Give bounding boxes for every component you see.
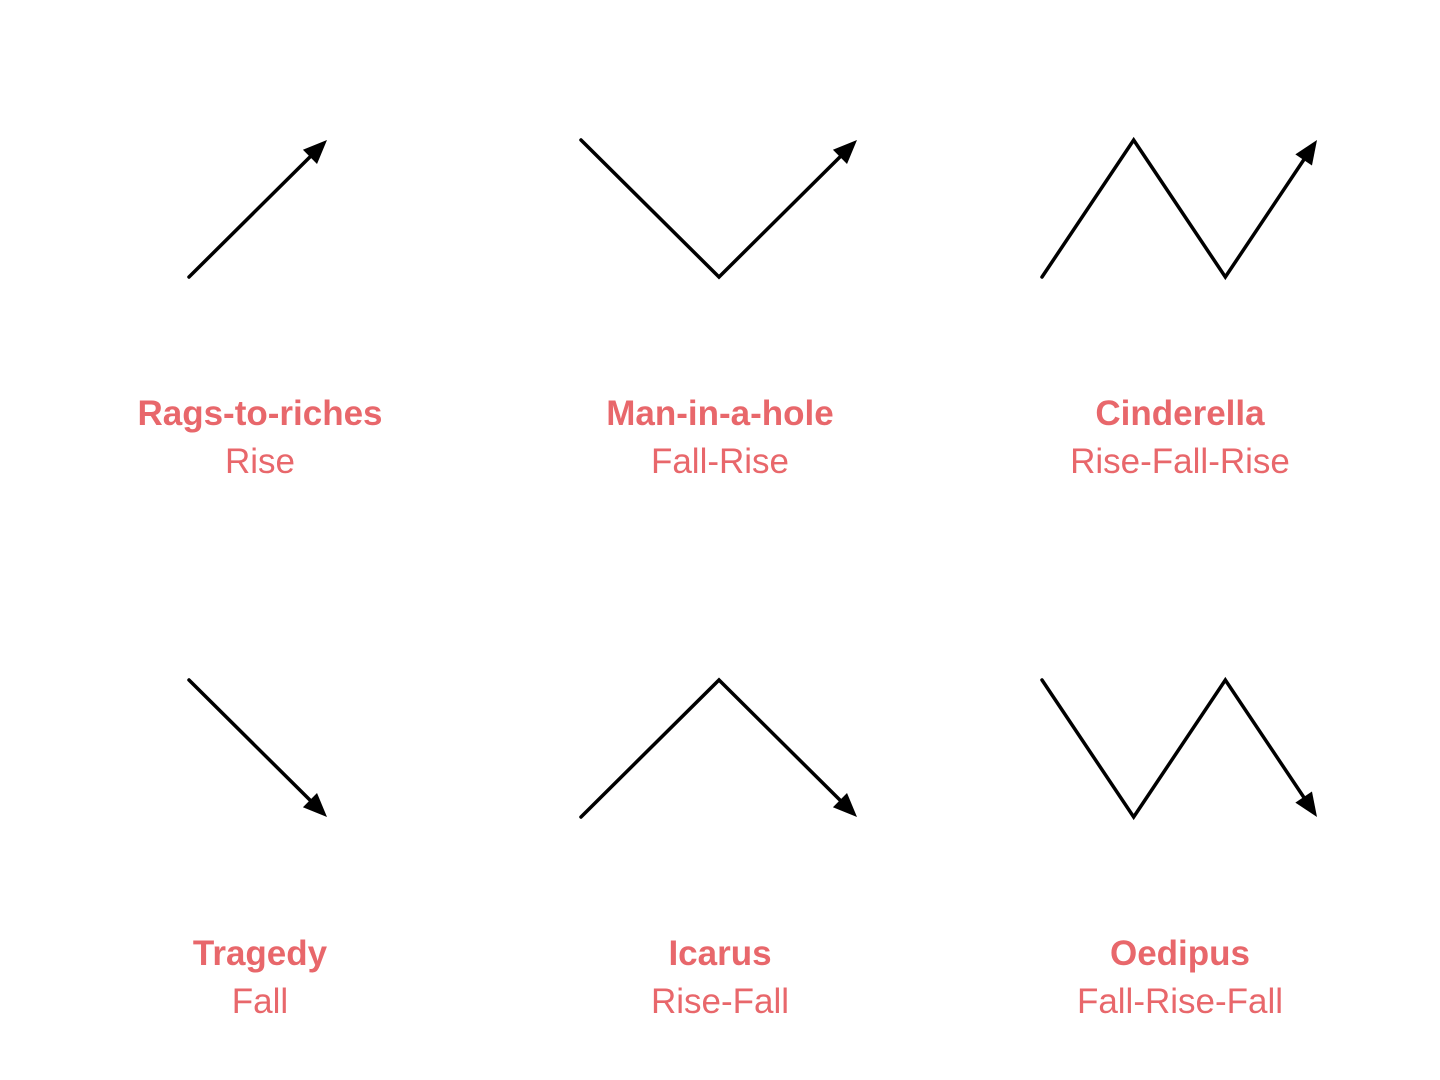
- arc-rags-to-riches: [187, 140, 327, 279]
- arc-shape: Rise-Fall-Rise: [1070, 442, 1290, 481]
- arc-line: [1040, 676, 1308, 821]
- arc-line: [187, 678, 315, 805]
- arc-icarus: [579, 677, 857, 819]
- arc-shape: Fall-Rise-Fall: [1076, 982, 1284, 1021]
- arc-man-in-a-hole: [579, 138, 857, 280]
- arrowhead-icon: [832, 140, 857, 165]
- arc-line: [579, 138, 845, 280]
- arc-line: [579, 677, 845, 819]
- arc-name: Tragedy: [192, 934, 328, 973]
- arrowhead-icon: [1295, 140, 1317, 166]
- arrowhead-icon: [302, 792, 327, 817]
- arrowhead-icon: [302, 140, 327, 165]
- arc-oedipus: [1040, 676, 1317, 821]
- arc-cinderella: [1040, 136, 1317, 281]
- arc-name: Oedipus: [1109, 934, 1251, 973]
- arc-name: Rags-to-riches: [137, 394, 383, 433]
- label-icarus: Icarus Rise-Fall: [500, 936, 940, 1019]
- arc-line: [1040, 136, 1308, 281]
- label-man-in-a-hole: Man-in-a-hole Fall-Rise: [500, 396, 940, 479]
- arc-shape: Rise: [224, 442, 296, 481]
- label-tragedy: Tragedy Fall: [40, 936, 480, 1019]
- label-cinderella: Cinderella Rise-Fall-Rise: [960, 396, 1400, 479]
- arc-shape: Rise-Fall: [650, 982, 790, 1021]
- label-rags-to-riches: Rags-to-riches Rise: [40, 396, 480, 479]
- arrowhead-icon: [832, 792, 857, 817]
- arc-tragedy: [187, 678, 327, 817]
- arc-shape: Fall-Rise: [650, 442, 790, 481]
- arrowhead-icon: [1295, 791, 1317, 817]
- label-oedipus: Oedipus Fall-Rise-Fall: [960, 936, 1400, 1019]
- arc-shape: Fall: [231, 982, 289, 1021]
- arc-line: [187, 152, 315, 279]
- arc-name: Man-in-a-hole: [606, 394, 834, 433]
- arc-name: Icarus: [668, 934, 772, 973]
- arc-name: Cinderella: [1095, 394, 1265, 433]
